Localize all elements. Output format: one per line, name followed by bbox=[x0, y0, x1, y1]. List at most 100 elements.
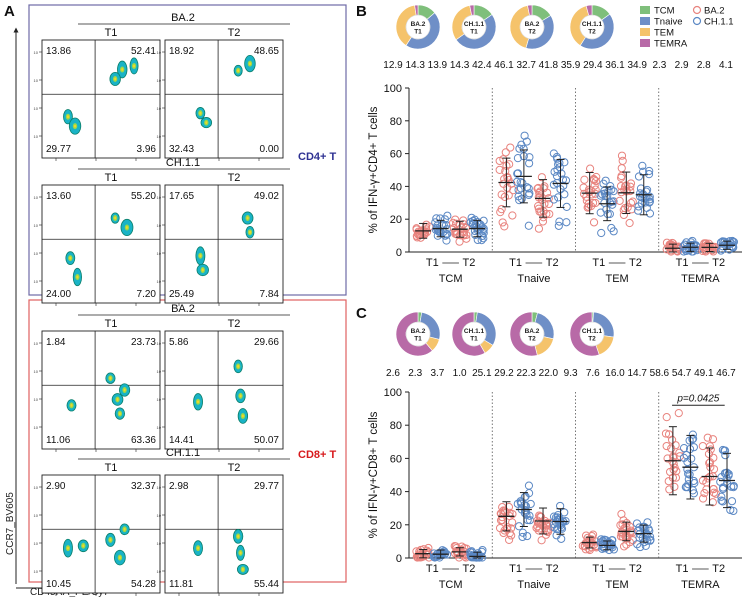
y-tick-label: 40 bbox=[390, 487, 402, 499]
data-point bbox=[591, 185, 600, 194]
quadrant-ll: 32.43 bbox=[169, 144, 194, 155]
panel-label-a: A bbox=[4, 3, 15, 20]
flow-density-peak bbox=[123, 388, 126, 392]
category-label: TCM bbox=[439, 579, 463, 591]
subgroup-label: T1 bbox=[676, 563, 689, 575]
data-point bbox=[620, 204, 630, 213]
pie-percent-value: 9.3 bbox=[564, 368, 578, 379]
pie-label: T1 bbox=[414, 29, 422, 36]
flow-density-peak bbox=[121, 68, 124, 71]
flow-plot-frame bbox=[164, 39, 284, 159]
data-point bbox=[688, 236, 697, 246]
flow-y-tick-label: 10 bbox=[34, 541, 39, 546]
quadrant-lr: 7.20 bbox=[137, 289, 157, 300]
data-point bbox=[698, 494, 708, 503]
flow-density-peak bbox=[199, 111, 202, 115]
pie-label: BA.2 bbox=[525, 21, 540, 28]
legend-swatch bbox=[640, 28, 650, 36]
pie-percent-value: 2.3 bbox=[652, 60, 666, 71]
data-point bbox=[643, 518, 652, 527]
pie-label: T1 bbox=[470, 29, 478, 36]
flow-density-peak bbox=[109, 376, 112, 380]
flow-y-tick-label: 10 bbox=[34, 134, 39, 139]
data-point bbox=[468, 216, 478, 226]
data-point bbox=[618, 156, 627, 166]
data-point bbox=[717, 492, 726, 501]
flow-density-peak bbox=[237, 69, 240, 73]
category-label: Tnaive bbox=[517, 273, 550, 285]
data-point bbox=[587, 186, 596, 195]
data-point bbox=[477, 223, 486, 232]
flow-density-peak bbox=[82, 544, 85, 548]
data-point bbox=[617, 509, 626, 519]
data-point bbox=[524, 221, 533, 230]
flow-density-peak bbox=[69, 256, 72, 260]
quadrant-lr: 63.36 bbox=[131, 435, 156, 446]
legend-label: CH.1.1 bbox=[704, 17, 734, 28]
subgroup-label: T2 bbox=[629, 257, 642, 269]
data-point bbox=[709, 465, 719, 474]
data-point bbox=[501, 148, 510, 157]
data-point bbox=[470, 226, 480, 236]
data-point bbox=[683, 457, 692, 467]
flow-density-peak bbox=[239, 394, 242, 398]
data-point bbox=[513, 499, 522, 508]
pie-percent-value: 1.0 bbox=[453, 368, 467, 379]
pie-label: BA.2 bbox=[525, 328, 540, 335]
data-point bbox=[539, 207, 548, 216]
data-point bbox=[544, 199, 554, 209]
pie-percent-value: 2.3 bbox=[408, 368, 422, 379]
y-axis-label: % of IFN-γ+CD8+ T cells bbox=[368, 411, 380, 538]
flow-y-tick-label: 10 bbox=[34, 223, 39, 228]
data-point bbox=[666, 467, 675, 477]
flow-y-tick-label: 10 bbox=[157, 569, 162, 574]
data-point bbox=[634, 172, 644, 181]
flow-y-tick-label: 10 bbox=[157, 50, 162, 55]
data-point bbox=[644, 170, 654, 179]
flow-group-title: CH.1.1 bbox=[166, 447, 200, 459]
data-point bbox=[720, 446, 729, 455]
data-point bbox=[622, 186, 631, 195]
quadrant-ll: 29.77 bbox=[46, 144, 71, 155]
data-point bbox=[601, 544, 610, 553]
pie-percent-value: 46.7 bbox=[716, 368, 736, 379]
flow-group-title: BA.2 bbox=[171, 12, 195, 24]
pie-hole bbox=[519, 321, 545, 347]
subgroup-label: T2 bbox=[712, 563, 725, 575]
flow-density-peak bbox=[118, 556, 121, 559]
y-tick-label: 60 bbox=[390, 149, 402, 161]
quadrant-lr: 54.28 bbox=[131, 579, 156, 590]
data-point bbox=[708, 435, 718, 444]
data-point bbox=[554, 221, 563, 230]
flow-time-label: T2 bbox=[228, 462, 241, 474]
data-point bbox=[479, 228, 488, 238]
data-point bbox=[583, 203, 592, 212]
data-point bbox=[642, 193, 651, 202]
quadrant-ur: 29.77 bbox=[254, 481, 279, 492]
data-point bbox=[685, 470, 694, 479]
pie-percent-value: 14.3 bbox=[450, 60, 470, 71]
flow-time-label: T2 bbox=[228, 27, 241, 39]
data-point bbox=[607, 223, 616, 233]
data-point bbox=[534, 193, 543, 202]
data-point bbox=[662, 238, 672, 247]
legend-swatch bbox=[640, 39, 650, 47]
flow-y-tick-label: 10 bbox=[157, 195, 162, 200]
quadrant-ul: 13.86 bbox=[46, 46, 71, 57]
quadrant-ll: 24.00 bbox=[46, 289, 71, 300]
flow-density-peak bbox=[114, 216, 117, 220]
data-point bbox=[709, 488, 719, 497]
quadrant-ul: 18.92 bbox=[169, 46, 194, 57]
legend-label: TEM bbox=[654, 28, 674, 39]
pie-percent-value: 35.9 bbox=[561, 60, 581, 71]
subgroup-label: T2 bbox=[463, 563, 476, 575]
data-point bbox=[619, 542, 629, 551]
flow-density-peak bbox=[70, 403, 73, 407]
flow-y-tick-label: 10 bbox=[157, 106, 162, 111]
quadrant-ul: 1.84 bbox=[46, 337, 66, 348]
quadrant-ur: 48.65 bbox=[254, 46, 279, 57]
data-point bbox=[515, 144, 524, 153]
